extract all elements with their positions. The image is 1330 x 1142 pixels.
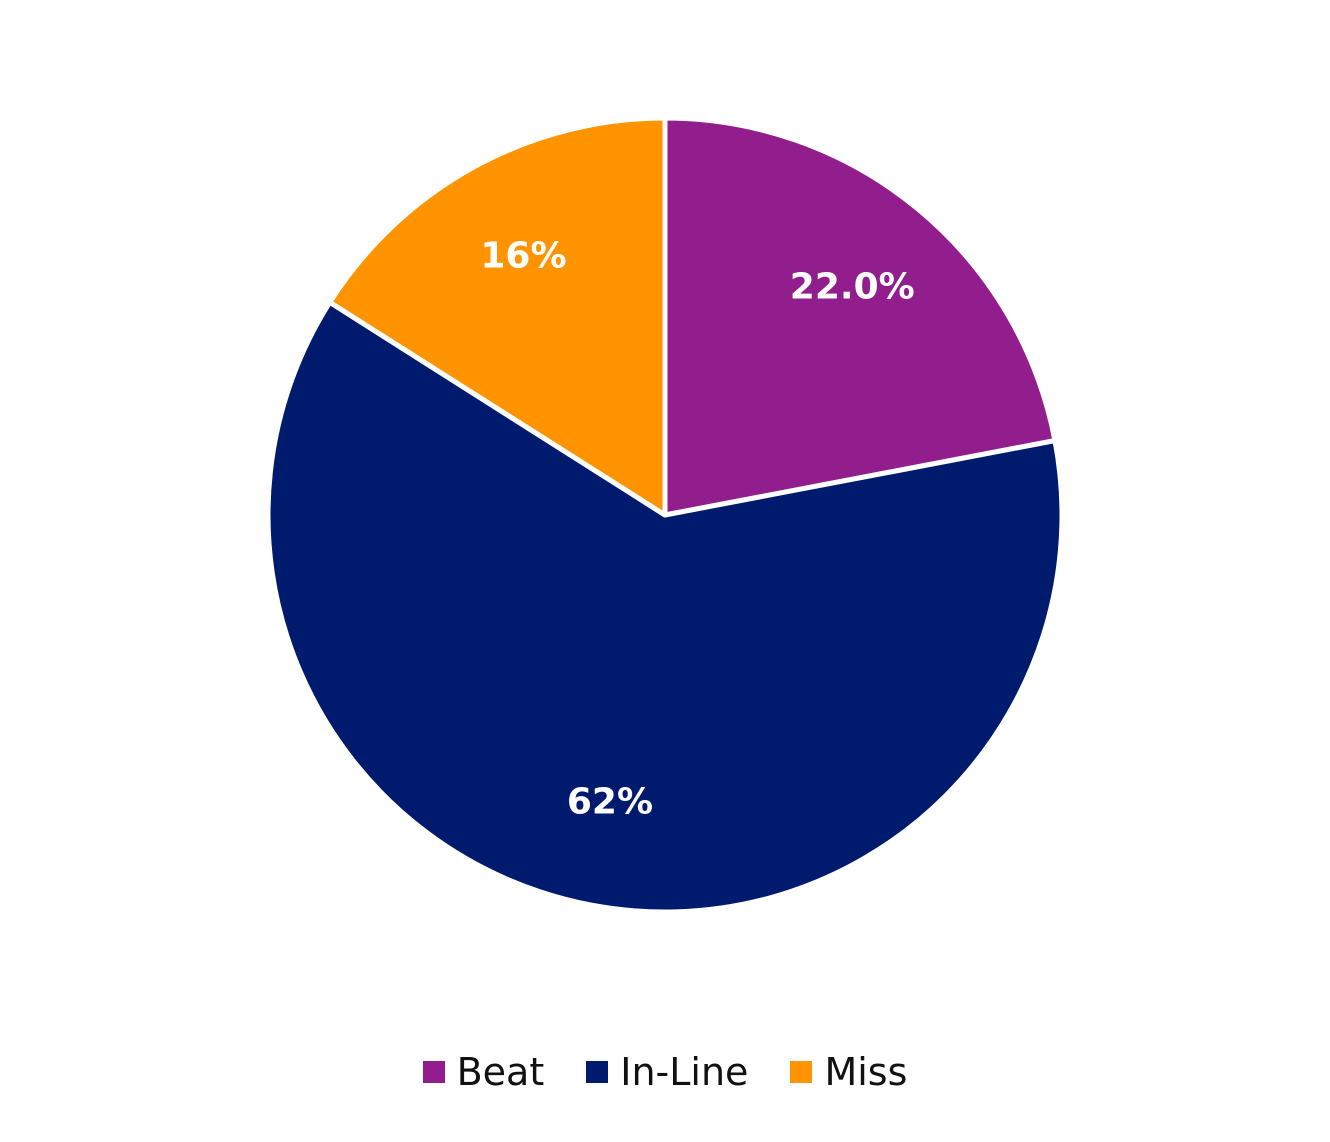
legend-swatch-miss [790, 1061, 813, 1083]
legend-item-in-line: In-Line [586, 1053, 748, 1091]
legend-label-in-line: In-Line [620, 1050, 749, 1094]
legend-label-beat: Beat [456, 1050, 545, 1094]
data-label-beat: 22.0% [790, 267, 915, 308]
legend-label-miss: Miss [824, 1050, 908, 1094]
pie-slices [265, 115, 1065, 915]
pie-data-labels: 22.0% 62% 16% [480, 236, 914, 823]
legend-swatch-in-line [586, 1061, 609, 1083]
pie-chart-svg: 22.0% 62% 16% [265, 115, 1065, 915]
data-label-miss: 16% [480, 236, 566, 277]
legend: Beat In-Line Miss [0, 1046, 1330, 1098]
pie-slice-in-line [265, 299, 1065, 915]
pie-slice-miss [327, 115, 668, 518]
pie-slice-beat [662, 115, 1058, 518]
legend-swatch-beat [422, 1061, 445, 1083]
legend-item-beat: Beat [422, 1050, 545, 1094]
legend-item-miss: Miss [790, 1053, 907, 1091]
data-label-in-line: 62% [567, 782, 653, 823]
